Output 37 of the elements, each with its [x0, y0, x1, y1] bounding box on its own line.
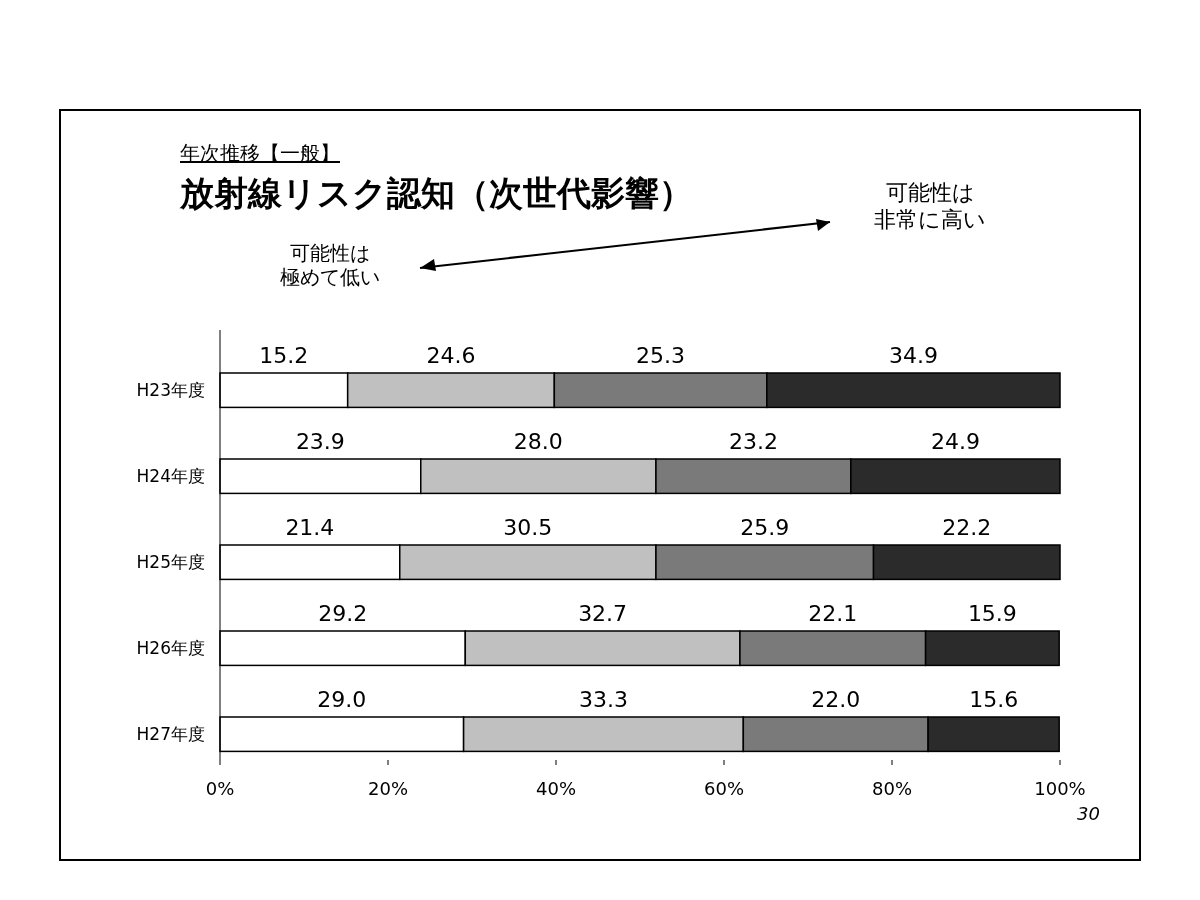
- data-label: 15.9: [967, 601, 1017, 626]
- y-tick-label: H26年度: [136, 638, 205, 659]
- x-tick-label: 40%: [535, 778, 577, 799]
- data-label: 29.0: [317, 687, 367, 712]
- x-tick-label: 80%: [871, 778, 913, 799]
- text: 非常に高い: [874, 207, 986, 232]
- y-tick-label: H25年度: [136, 552, 205, 573]
- x-tick-label: 0%: [205, 778, 235, 799]
- data-label: 25.3: [636, 343, 686, 368]
- data-label: 15.6: [969, 687, 1019, 712]
- data-label: 34.9: [888, 343, 938, 368]
- text: 極めて低い: [280, 265, 380, 289]
- text: 可能性は: [290, 241, 370, 265]
- data-label: 32.7: [578, 601, 628, 626]
- data-label: 23.2: [728, 429, 778, 454]
- data-label: 24.6: [426, 343, 476, 368]
- data-label: 30.5: [503, 515, 553, 540]
- text: 可能性は: [885, 180, 975, 205]
- data-label: 22.0: [811, 687, 861, 712]
- data-label: 33.3: [578, 687, 628, 712]
- data-label: 22.1: [808, 601, 858, 626]
- data-label: 22.2: [942, 515, 992, 540]
- y-tick-label: H24年度: [136, 466, 205, 487]
- y-tick-label: H27年度: [136, 724, 205, 745]
- x-tick-label: 20%: [367, 778, 409, 799]
- data-label: 28.0: [513, 429, 563, 454]
- text: 30: [1077, 803, 1100, 824]
- data-label: 24.9: [930, 429, 980, 454]
- x-tick-label: 60%: [703, 778, 745, 799]
- data-label: 15.2: [259, 343, 309, 368]
- y-tick-label: H23年度: [136, 380, 205, 401]
- data-label: 29.2: [318, 601, 368, 626]
- data-label: 23.9: [295, 429, 345, 454]
- data-label: 25.9: [740, 515, 790, 540]
- chart-title: 放射線リスク認知（次世代影響）: [179, 173, 693, 213]
- x-tick-label: 100%: [1034, 778, 1086, 799]
- data-label: 21.4: [285, 515, 335, 540]
